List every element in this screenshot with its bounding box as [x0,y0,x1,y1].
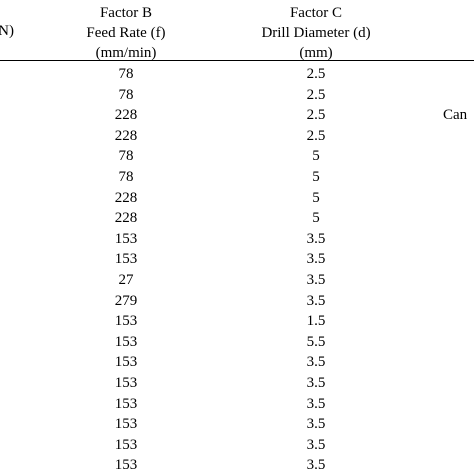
table-row: 228 2.5 [0,126,474,147]
factor-c-unit: (mm) [299,45,333,61]
table-row: 153 3.5 [0,455,474,474]
feed-rate-cell: 153 [114,436,138,453]
table-row: 153 3.5 [0,414,474,435]
feed-rate-cell: 228 [114,107,138,124]
factor-c-title: Factor C [289,5,343,21]
factor-c-name: Drill Diameter (d) [261,25,371,41]
table-row: 153 3.5 [0,249,474,270]
drill-diameter-cell: 5 [312,168,320,185]
feed-rate-cell: 78 [118,148,134,165]
factor-a-header-fragment: N) [0,23,14,39]
factor-b-name: Feed Rate (f) [86,25,166,41]
table-row: 78 2.5 [0,64,474,85]
feed-rate-cell: 78 [118,168,134,185]
drill-diameter-cell: 3.5 [306,354,326,371]
feed-rate-cell: 153 [114,416,138,433]
feed-rate-cell: 228 [114,127,138,144]
drill-diameter-cell: 2.5 [306,86,326,103]
drill-diameter-cell: 5 [312,210,320,227]
factor-b-unit: (mm/min) [95,45,157,61]
feed-rate-cell: 78 [118,66,134,82]
drill-diameter-cell: 5 [312,189,320,206]
drill-diameter-cell: 2.5 [306,107,326,124]
drill-diameter-cell: 5.5 [306,333,326,350]
drill-diameter-cell: 3.5 [306,395,326,412]
drill-diameter-cell: 3.5 [306,436,326,453]
feed-rate-cell: 153 [114,230,138,247]
drill-diameter-cell: 3.5 [306,230,326,247]
table-row: 27 3.5 [0,270,474,291]
table-row: 228 5 [0,188,474,209]
drill-diameter-cell: 3.5 [306,251,326,268]
table-row: 228 2.5 [0,105,474,126]
table-row: 228 5 [0,208,474,229]
table-row: 153 3.5 [0,373,474,394]
table-row: 279 3.5 [0,291,474,312]
table-row: 78 2.5 [0,85,474,106]
feed-rate-cell: 228 [114,210,138,227]
feed-rate-cell: 153 [114,354,138,371]
drill-diameter-cell: 2.5 [306,66,326,82]
feed-rate-cell: 153 [114,395,138,412]
drill-diameter-cell: 3.5 [306,271,326,288]
header-rule [0,60,474,61]
factor-c-header: Factor C Drill Diameter (d) (mm) [236,3,396,63]
table-body: 78 2.5 78 2.5 228 2.5 228 2.5 78 5 78 5 … [0,64,474,474]
table-row: 153 3.5 [0,229,474,250]
drill-diameter-cell: 1.5 [306,313,326,330]
table-row: 78 5 [0,167,474,188]
drill-diameter-cell: 5 [312,148,320,165]
table-row: 153 3.5 [0,435,474,456]
table-row: 78 5 [0,146,474,167]
table-row: 153 1.5 [0,311,474,332]
drill-diameter-cell: 3.5 [306,457,326,474]
feed-rate-cell: 153 [114,251,138,268]
feed-rate-cell: 27 [118,271,134,288]
feed-rate-cell: 228 [114,189,138,206]
factor-b-title: Factor B [99,5,153,21]
drill-diameter-cell: 3.5 [306,374,326,391]
table-row: 153 3.5 [0,352,474,373]
feed-rate-cell: 78 [118,86,134,103]
drill-diameter-cell: 3.5 [306,416,326,433]
drill-diameter-cell: 3.5 [306,292,326,309]
table-row: 153 5.5 [0,332,474,353]
feed-rate-cell: 153 [114,333,138,350]
feed-rate-cell: 279 [114,292,138,309]
table-row: 153 3.5 [0,394,474,415]
feed-rate-cell: 153 [114,457,138,474]
feed-rate-cell: 153 [114,374,138,391]
feed-rate-cell: 153 [114,313,138,330]
drill-diameter-cell: 2.5 [306,127,326,144]
factor-b-header: Factor B Feed Rate (f) (mm/min) [56,3,196,63]
side-note-fragment: Can [443,107,468,123]
